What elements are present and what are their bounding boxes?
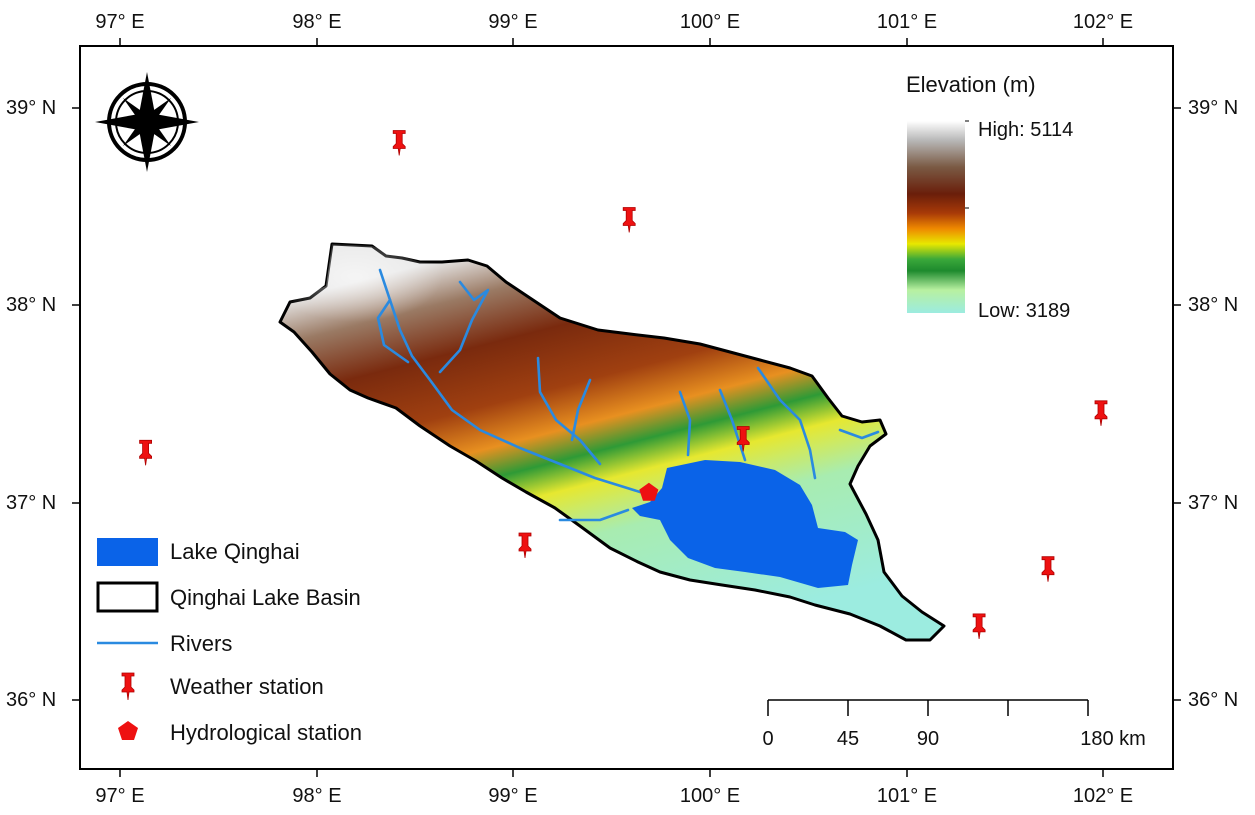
lon-label-top: 100° E <box>679 11 741 33</box>
elevation-colorbar <box>907 121 965 313</box>
lake-qinghai <box>632 460 858 588</box>
legend-weather-pin-icon <box>121 672 135 701</box>
weather-station-pin-icon <box>1041 556 1055 582</box>
legend-rivers-label: Rivers <box>170 631 233 656</box>
legend-lake-swatch <box>97 538 158 566</box>
lat-label-right: 37° N <box>1188 492 1239 514</box>
lon-label-top: 99° E <box>488 11 538 33</box>
weather-station-pin-icon <box>736 426 750 452</box>
weather-station-pin-icon <box>139 439 153 466</box>
legend-lake-label: Lake Qinghai <box>170 539 300 564</box>
lat-label-left: 39° N <box>6 97 57 119</box>
lat-label-right: 36° N <box>1188 689 1239 711</box>
weather-station-pin-icon <box>518 532 532 559</box>
lon-label-top: 102° E <box>1072 11 1134 33</box>
lat-label-right: 39° N <box>1188 97 1239 119</box>
scale-bar-label: 0 <box>762 728 774 750</box>
scale-bar-label: 45 <box>836 728 860 750</box>
lat-label-left: 37° N <box>6 492 57 514</box>
lon-label-top: 97° E <box>95 11 145 33</box>
scale-bar <box>767 699 1089 716</box>
legend-basin-label: Qinghai Lake Basin <box>170 585 361 610</box>
weather-station-pin-icon <box>392 130 406 156</box>
rivers <box>376 268 880 522</box>
lon-label-bottom: 100° E <box>679 785 741 807</box>
basin-highland-texture <box>280 244 530 374</box>
lon-label-bottom: 97° E <box>95 785 145 807</box>
lat-label-right: 38° N <box>1188 294 1239 316</box>
scale-bar-label: 180 km <box>1080 728 1146 750</box>
hydrological-station-pentagon-icon <box>639 482 659 501</box>
legend-basin-swatch <box>96 581 159 613</box>
lon-label-top: 101° E <box>876 11 938 33</box>
lon-label-top: 98° E <box>292 11 342 33</box>
lat-label-left: 36° N <box>6 689 57 711</box>
weather-station-pin-icon <box>1094 400 1108 426</box>
legend-weather-label: Weather station <box>170 674 324 699</box>
lat-label-left: 38° N <box>6 294 57 316</box>
weather-station-pin-icon <box>622 207 636 233</box>
elevation-low-label: Low: 3189 <box>978 300 1071 322</box>
legend-hydro-pentagon-icon <box>118 721 138 740</box>
weather-station-pin-icon <box>972 613 986 639</box>
lon-label-bottom: 98° E <box>292 785 342 807</box>
scale-bar-label: 90 <box>916 728 940 750</box>
elevation-high-label: High: 5114 <box>978 119 1074 141</box>
lon-label-bottom: 101° E <box>876 785 938 807</box>
graticule-ticks <box>72 38 1181 777</box>
lon-label-bottom: 102° E <box>1072 785 1134 807</box>
stations-layer <box>139 130 1108 639</box>
compass-rose-icon <box>95 72 199 172</box>
lon-label-bottom: 99° E <box>488 785 538 807</box>
legend-hydro-label: Hydrological station <box>170 720 362 745</box>
elevation-legend-title: Elevation (m) <box>906 72 1036 97</box>
